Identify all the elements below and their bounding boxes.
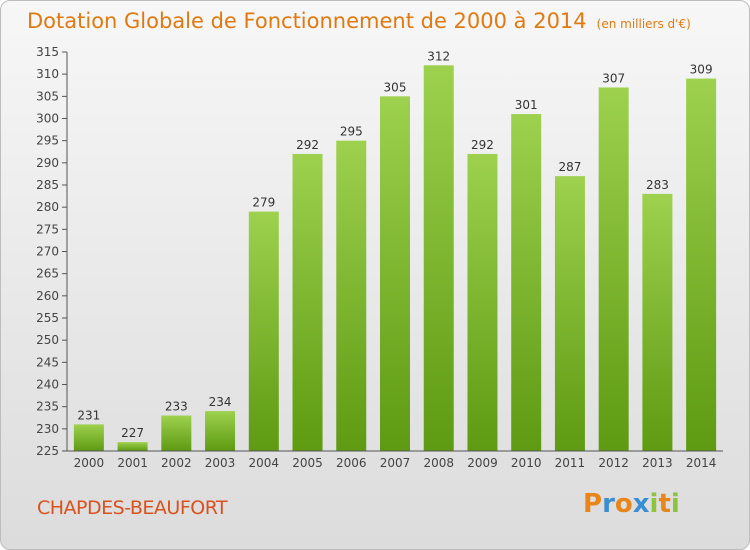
chart-subtitle: (en milliers d'€) bbox=[596, 17, 691, 31]
x-tick-label-2014: 2014 bbox=[686, 456, 717, 470]
bar-2002[interactable] bbox=[161, 415, 192, 451]
data-label-2012: 307 bbox=[602, 71, 625, 85]
y-tick-label: 290 bbox=[36, 156, 59, 170]
y-tick-label: 235 bbox=[36, 400, 59, 414]
y-tick-label: 250 bbox=[36, 333, 59, 347]
brand-letter: r bbox=[602, 489, 615, 519]
bar-2005[interactable] bbox=[292, 153, 323, 451]
brand-letter: i bbox=[649, 489, 659, 519]
x-tick-label-2012: 2012 bbox=[598, 456, 629, 470]
bar-2001[interactable] bbox=[117, 442, 148, 451]
data-label-2011: 287 bbox=[558, 160, 581, 174]
data-label-2001: 227 bbox=[121, 426, 144, 440]
x-tick-label-2001: 2001 bbox=[117, 456, 148, 470]
data-label-2007: 305 bbox=[384, 80, 407, 94]
x-tick-label-2000: 2000 bbox=[74, 456, 105, 470]
data-label-2014: 309 bbox=[690, 63, 713, 77]
y-tick-label: 295 bbox=[36, 134, 59, 148]
chart-title-text: Dotation Globale de Fonctionnement de 20… bbox=[27, 9, 587, 33]
y-tick-label: 265 bbox=[36, 267, 59, 281]
data-label-2000: 231 bbox=[77, 408, 100, 422]
data-label-2008: 312 bbox=[427, 49, 450, 63]
y-tick-label: 240 bbox=[36, 378, 59, 392]
y-tick-label: 300 bbox=[36, 112, 59, 126]
y-axis: 225 230 235 240 245 250 255 260 265 270 275 280 285 2… bbox=[36, 45, 68, 458]
x-tick-label-2009: 2009 bbox=[467, 456, 498, 470]
bar-2006[interactable] bbox=[336, 140, 367, 451]
data-label-2006: 295 bbox=[340, 125, 363, 139]
bar-2007[interactable] bbox=[380, 96, 410, 451]
bars: 231 227 233 234 279 292 295 305 312 292 301 287 307 2… bbox=[73, 49, 717, 452]
brand-letter: P bbox=[583, 489, 603, 519]
bar-2013[interactable] bbox=[642, 193, 673, 451]
commune-name: CHAPDES-BEAUFORT bbox=[37, 497, 228, 519]
x-tick-label-2005: 2005 bbox=[292, 456, 323, 470]
y-tick-label: 275 bbox=[36, 222, 59, 236]
y-tick-label: 310 bbox=[36, 67, 59, 81]
brand-letter: o bbox=[614, 489, 633, 519]
brand-letter: t bbox=[658, 489, 671, 519]
bar-2012[interactable] bbox=[598, 87, 629, 451]
y-tick-label: 260 bbox=[36, 289, 59, 303]
chart-title: Dotation Globale de Fonctionnement de 20… bbox=[27, 9, 691, 33]
y-tick-label: 285 bbox=[36, 178, 59, 192]
data-label-2003: 234 bbox=[209, 395, 232, 409]
x-tick-label-2010: 2010 bbox=[511, 456, 542, 470]
bar-2004[interactable] bbox=[248, 211, 279, 451]
x-tick-label-2008: 2008 bbox=[423, 456, 454, 470]
x-tick-label-2004: 2004 bbox=[249, 456, 280, 470]
bar-2011[interactable] bbox=[554, 176, 585, 451]
y-tick-label: 280 bbox=[36, 200, 59, 214]
y-tick-label: 225 bbox=[36, 444, 59, 458]
proxiti-logo[interactable]: Proxiti bbox=[583, 489, 680, 519]
bar-2000[interactable] bbox=[73, 424, 104, 451]
x-tick-label-2002: 2002 bbox=[161, 456, 192, 470]
bar-2008[interactable] bbox=[423, 65, 454, 452]
brand-letter: i bbox=[670, 489, 680, 519]
y-tick-label: 270 bbox=[36, 245, 59, 259]
y-tick-label: 230 bbox=[36, 422, 59, 436]
bar-2010[interactable] bbox=[511, 114, 542, 452]
x-tick-label-2003: 2003 bbox=[205, 456, 236, 470]
data-label-2010: 301 bbox=[515, 98, 538, 112]
bar-2014[interactable] bbox=[686, 78, 717, 451]
data-label-2002: 233 bbox=[165, 400, 188, 414]
x-tick-label-2013: 2013 bbox=[642, 456, 673, 470]
data-label-2005: 292 bbox=[296, 138, 319, 152]
y-tick-label: 305 bbox=[36, 89, 59, 103]
y-tick-label: 255 bbox=[36, 311, 59, 325]
x-axis: 2000 2001 2002 2003 2004 2005 2006 2007 2008 2009… bbox=[67, 450, 723, 470]
y-tick-label: 245 bbox=[36, 355, 59, 369]
brand-letter: x bbox=[632, 489, 650, 519]
data-label-2004: 279 bbox=[252, 196, 275, 210]
x-tick-label-2011: 2011 bbox=[555, 456, 586, 470]
data-label-2009: 292 bbox=[471, 138, 494, 152]
data-label-2013: 283 bbox=[646, 178, 669, 192]
bar-2003[interactable] bbox=[205, 411, 236, 451]
x-tick-label-2007: 2007 bbox=[380, 456, 411, 470]
bar-2009[interactable] bbox=[467, 153, 498, 451]
x-tick-label-2006: 2006 bbox=[336, 456, 367, 470]
y-tick-label: 315 bbox=[36, 45, 59, 59]
